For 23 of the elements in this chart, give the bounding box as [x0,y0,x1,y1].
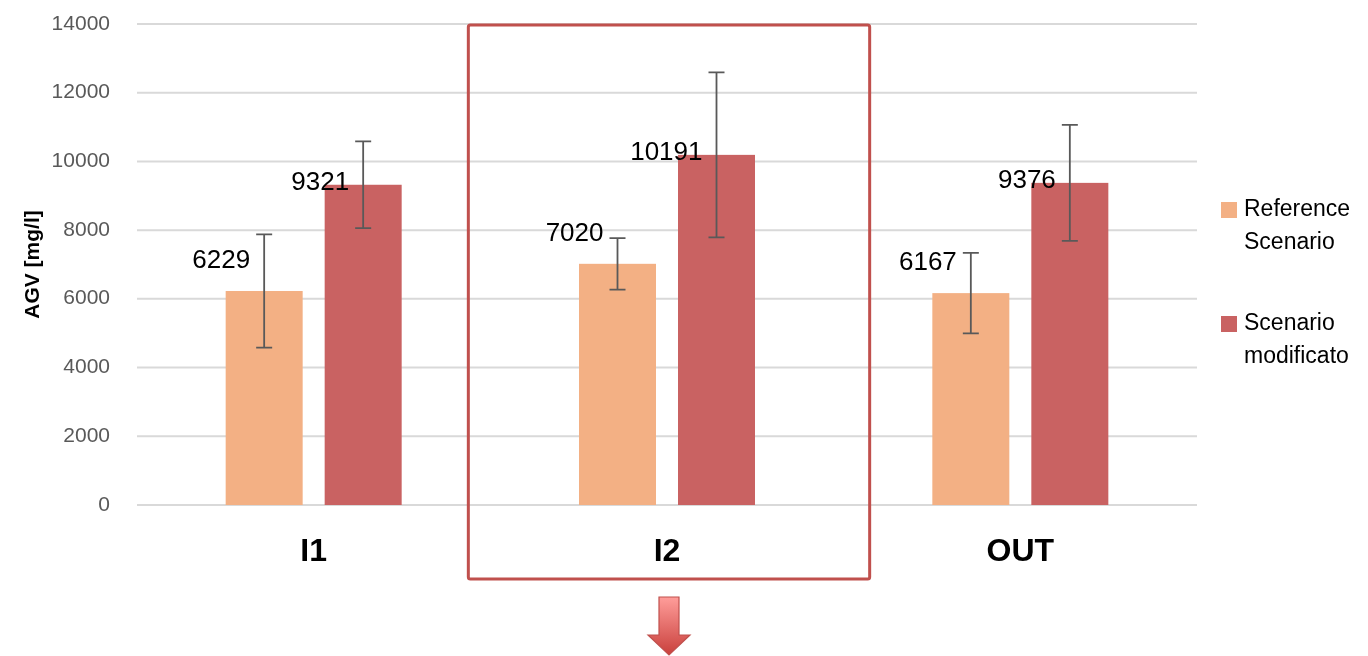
bar [225,290,303,505]
data-label: 10191 [630,135,703,166]
data-label: 6167 [898,245,957,276]
bar [579,263,656,505]
y-tick-label: 14000 [51,10,110,34]
x-tick-label: OUT [986,532,1055,569]
y-tick-label: 0 [98,491,110,515]
data-label: 7020 [545,216,604,247]
y-tick-label: 10000 [51,147,110,171]
data-label: 9321 [291,165,350,196]
y-tick-label: 6000 [63,285,110,309]
y-tick-label: 8000 [63,216,110,240]
x-tick-label: I2 [653,532,681,569]
y-tick-label: 12000 [51,79,110,103]
data-label: 9376 [997,163,1056,194]
data-label: 6229 [192,243,251,274]
y-tick-label: 2000 [63,422,110,446]
x-tick-label: I1 [300,532,328,569]
legend-label: Reference Scenario [1244,195,1351,255]
y-tick-label: 4000 [63,354,110,378]
legend-label: Scenario modificato [1244,309,1349,369]
bar [932,293,1010,505]
y-axis-title: AGV [mg/l] [19,210,43,319]
